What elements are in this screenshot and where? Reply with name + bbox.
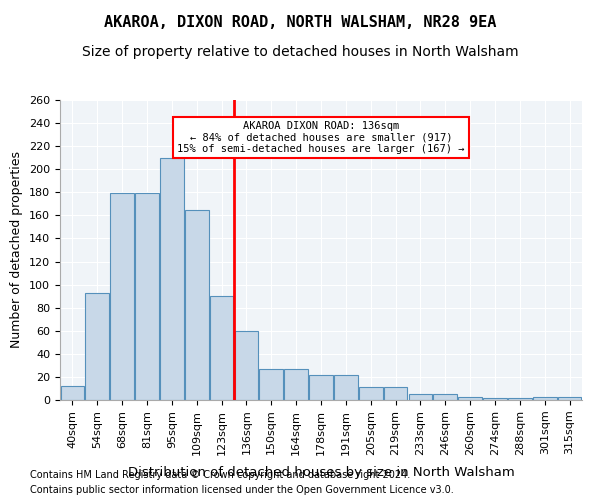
Bar	[235, 331, 258, 400]
Bar	[433, 394, 457, 400]
Bar	[533, 396, 557, 400]
Text: AKAROA DIXON ROAD: 136sqm
← 84% of detached houses are smaller (917)
15% of semi: AKAROA DIXON ROAD: 136sqm ← 84% of detac…	[177, 121, 465, 154]
Bar	[334, 374, 358, 400]
Bar	[384, 388, 407, 400]
Bar	[359, 388, 383, 400]
Bar	[135, 194, 159, 400]
Text: Contains public sector information licensed under the Open Government Licence v3: Contains public sector information licen…	[30, 485, 454, 495]
Bar	[85, 292, 109, 400]
Bar	[458, 396, 482, 400]
Bar	[259, 369, 283, 400]
Bar	[558, 396, 581, 400]
Y-axis label: Number of detached properties: Number of detached properties	[10, 152, 23, 348]
Text: Contains HM Land Registry data © Crown copyright and database right 2024.: Contains HM Land Registry data © Crown c…	[30, 470, 410, 480]
Bar	[185, 210, 209, 400]
Bar	[110, 194, 134, 400]
Bar	[483, 398, 507, 400]
Text: AKAROA, DIXON ROAD, NORTH WALSHAM, NR28 9EA: AKAROA, DIXON ROAD, NORTH WALSHAM, NR28 …	[104, 15, 496, 30]
Text: Size of property relative to detached houses in North Walsham: Size of property relative to detached ho…	[82, 45, 518, 59]
Bar	[210, 296, 233, 400]
Bar	[61, 386, 84, 400]
Bar	[309, 374, 333, 400]
Bar	[284, 369, 308, 400]
Bar	[409, 394, 432, 400]
X-axis label: Distribution of detached houses by size in North Walsham: Distribution of detached houses by size …	[128, 466, 514, 479]
Bar	[508, 398, 532, 400]
Bar	[160, 158, 184, 400]
